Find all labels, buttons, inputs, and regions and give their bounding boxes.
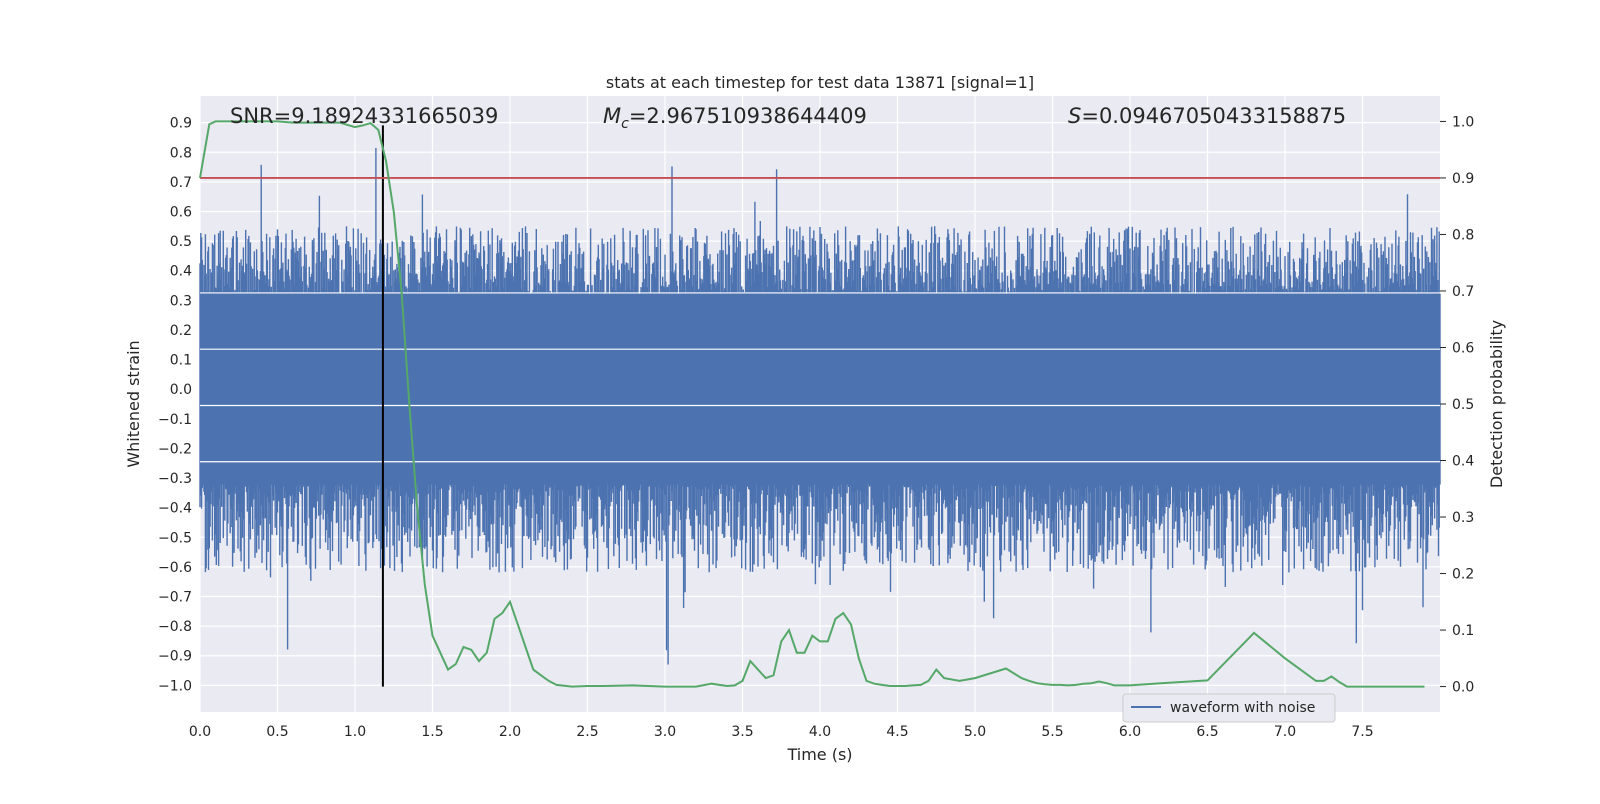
- y-tick-label: −1.0: [158, 678, 192, 694]
- y-tick-label: 0.4: [170, 264, 192, 280]
- x-tick-label: 4.5: [886, 724, 908, 740]
- y2-tick-label: 0.4: [1452, 454, 1474, 470]
- x-tick-label: 6.5: [1196, 724, 1218, 740]
- chirp-mass-annotation: Mc=2.967510938644409: [603, 104, 867, 132]
- x-tick-label: 3.0: [654, 724, 676, 740]
- y2-tick-label: 0.9: [1452, 171, 1474, 187]
- y2-tick-label: 0.1: [1452, 623, 1474, 639]
- y-tick-label: 0.1: [170, 353, 192, 369]
- y2-tick-label: 0.5: [1452, 397, 1474, 413]
- waveform-trace: [199, 148, 1441, 665]
- y2-tick-label: 0.8: [1452, 227, 1474, 243]
- chart-title: stats at each timestep for test data 138…: [606, 73, 1034, 92]
- x-tick-label: 0.0: [189, 724, 211, 740]
- y2-axis-label: Detection probability: [1487, 320, 1506, 488]
- probability-series-line: [199, 120, 1425, 688]
- s-symbol: S: [1068, 104, 1081, 128]
- y-tick-label: −0.1: [158, 412, 192, 428]
- s-value: =0.09467050433158875: [1081, 104, 1346, 128]
- chirp-mass-subscript: c: [621, 116, 629, 132]
- chirp-mass-value: =2.967510938644409: [629, 104, 867, 128]
- y-tick-label: −0.3: [158, 471, 192, 487]
- legend: waveform with noise: [1122, 693, 1336, 723]
- y2-tick-label: 0.0: [1452, 680, 1474, 696]
- x-axis-ticks: 0.0 0.5 1.0 1.5 2.0 2.5 3.0 3.5 4.0 4.5 5.0 5.5 6.0 6…: [189, 724, 1374, 740]
- y2-tick-label: 0.6: [1452, 340, 1474, 356]
- chirp-mass-symbol: M: [603, 104, 621, 128]
- x-tick-label: 5.0: [964, 724, 986, 740]
- x-tick-label: 1.5: [421, 724, 443, 740]
- y-axis-label: Whitened strain: [124, 340, 143, 467]
- snr-annotation: SNR=9.18924331665039: [230, 104, 498, 128]
- y-tick-label: −0.5: [158, 530, 192, 546]
- y-tick-label: −0.8: [158, 619, 192, 635]
- y-tick-label: −0.9: [158, 649, 192, 665]
- x-tick-label: 4.0: [809, 724, 831, 740]
- y-tick-label: −0.7: [158, 590, 192, 606]
- x-tick-label: 7.5: [1351, 724, 1373, 740]
- y-tick-label: 0.6: [170, 205, 192, 221]
- y-tick-label: −0.6: [158, 560, 192, 576]
- x-axis-label: Time (s): [786, 745, 852, 764]
- y-tick-label: 0.5: [170, 234, 192, 250]
- s-annotation: S=0.09467050433158875: [1068, 104, 1346, 128]
- x-tick-label: 2.0: [499, 724, 521, 740]
- y2-tick-label: 1.0: [1452, 114, 1474, 130]
- y-tick-label: 0.9: [170, 116, 192, 132]
- y-tick-label: 0.8: [170, 145, 192, 161]
- y-tick-label: 0.3: [170, 293, 192, 309]
- left-axis-ticks: −1.0 −0.9 −0.8 −0.7 −0.6 −0.5 −0.4 −0.3 −0.2 −0.1…: [158, 116, 192, 695]
- x-tick-label: 3.5: [731, 724, 753, 740]
- x-tick-label: 6.0: [1119, 724, 1141, 740]
- y-tick-label: 0.2: [170, 323, 192, 339]
- y2-tick-label: 0.2: [1452, 567, 1474, 583]
- y-tick-label: −0.2: [158, 441, 192, 457]
- x-tick-label: 1.0: [344, 724, 366, 740]
- waveform-series: [199, 148, 1441, 665]
- legend-box: [1122, 693, 1336, 723]
- y-tick-label: 0.0: [170, 382, 192, 398]
- legend-label-waveform: waveform with noise: [1170, 700, 1315, 716]
- y2-tick-label: 0.7: [1452, 284, 1474, 300]
- x-tick-label: 2.5: [576, 724, 598, 740]
- x-tick-label: 7.0: [1274, 724, 1296, 740]
- x-tick-label: 0.5: [266, 724, 288, 740]
- y-tick-label: −0.4: [158, 501, 192, 517]
- y-tick-label: 0.7: [170, 175, 192, 191]
- y2-tick-label: 0.3: [1452, 510, 1474, 526]
- x-tick-label: 5.5: [1041, 724, 1063, 740]
- right-axis-ticks: 0.0 0.1 0.2 0.3 0.4 0.5 0.6 0.7 0.8 0.9 1.0: [1440, 114, 1474, 696]
